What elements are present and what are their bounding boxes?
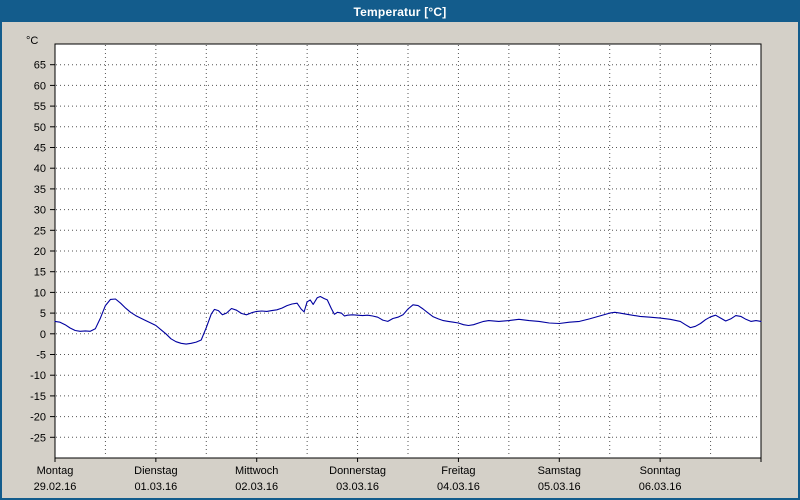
x-axis-date-label: 05.03.16	[538, 481, 581, 493]
y-tick-label: 50	[34, 122, 46, 134]
y-tick-label: 45	[34, 143, 46, 155]
x-axis-day-label: Samstag	[538, 465, 581, 477]
y-tick-label: -10	[30, 370, 46, 382]
x-axis-day-label: Montag	[37, 465, 74, 477]
y-tick-label: 30	[34, 205, 46, 217]
y-tick-label: 55	[34, 101, 46, 113]
y-tick-label: -20	[30, 412, 46, 424]
y-axis-unit-label: °C	[26, 35, 39, 47]
window-title: Temperatur [°C]	[353, 5, 447, 19]
x-axis-date-label: 04.03.16	[437, 481, 480, 493]
x-axis-date-label: 02.03.16	[235, 481, 278, 493]
titlebar: Temperatur [°C]	[2, 2, 798, 22]
y-tick-label: 40	[34, 163, 46, 175]
y-tick-label: 15	[34, 267, 46, 279]
x-axis-day-label: Freitag	[441, 465, 475, 477]
y-tick-label: 0	[40, 329, 46, 341]
y-tick-label: 10	[34, 287, 46, 299]
temperature-chart: 65605550454035302520151050-5-10-15-20-25…	[30, 43, 762, 493]
x-axis-date-label: 03.03.16	[336, 481, 379, 493]
y-tick-label: 5	[40, 308, 46, 320]
y-tick-label: 65	[34, 60, 46, 72]
y-tick-label: -15	[30, 391, 46, 403]
x-axis-day-label: Dienstag	[134, 465, 177, 477]
y-tick-label: -5	[36, 350, 46, 362]
x-axis-day-label: Donnerstag	[329, 465, 386, 477]
y-tick-label: 20	[34, 246, 46, 258]
x-axis-day-label: Mittwoch	[235, 465, 278, 477]
y-tick-label: -25	[30, 432, 46, 444]
temperature-line	[54, 295, 762, 345]
x-axis-date-label: 06.03.16	[639, 481, 682, 493]
x-axis-day-label: Sonntag	[640, 465, 681, 477]
y-tick-label: 35	[34, 184, 46, 196]
y-tick-label: 60	[34, 80, 46, 92]
x-axis-date-label: 29.02.16	[34, 481, 77, 493]
x-axis-date-label: 01.03.16	[134, 481, 177, 493]
chart-container: °C 65 60 55 50 45 40 35 30 25 20 15 10 5 0 -5 -10 -15 -20…	[2, 22, 798, 498]
y-tick-label: 25	[34, 225, 46, 237]
